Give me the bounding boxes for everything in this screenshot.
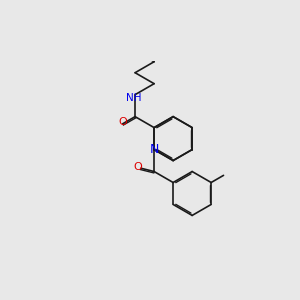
- Text: N: N: [149, 143, 159, 156]
- Text: O: O: [134, 162, 142, 172]
- Text: NH: NH: [126, 93, 142, 103]
- Text: O: O: [118, 118, 127, 128]
